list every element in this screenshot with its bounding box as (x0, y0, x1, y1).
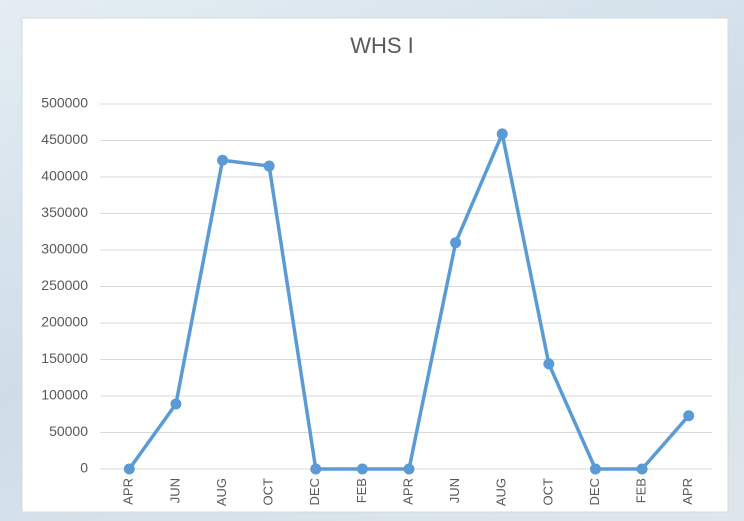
y-tick-label: 350000 (41, 204, 88, 220)
chart-area (21, 17, 729, 513)
point (217, 154, 229, 166)
y-tick-label: 300000 (41, 241, 88, 257)
x-tick-label: JUN (167, 478, 182, 503)
point (356, 463, 368, 475)
x-tick-label: AUG (214, 478, 229, 506)
y-tick-label: 400000 (41, 168, 88, 184)
point (543, 358, 555, 370)
x-tick-label: JUN (447, 478, 462, 503)
y-tick-label: 500000 (41, 95, 88, 111)
x-tick-label: OCT (540, 478, 555, 506)
x-tick-label: DEC (587, 478, 602, 505)
point (170, 398, 182, 410)
y-tick-label: 450000 (41, 131, 88, 147)
x-tick-label: OCT (261, 478, 276, 506)
x-tick-label: FEB (634, 478, 649, 503)
point (403, 463, 415, 475)
x-tick-label: APR (680, 478, 695, 505)
y-tick-label: 250000 (41, 277, 88, 293)
y-tick-label: 0 (80, 460, 88, 476)
chart-title: WHS I (350, 33, 414, 58)
x-tick-label: DEC (307, 478, 322, 505)
x-tick-label: AUG (494, 478, 509, 506)
point (589, 463, 601, 475)
point (496, 128, 508, 140)
point (636, 463, 648, 475)
x-tick-label: APR (400, 478, 415, 505)
y-tick-label: 200000 (41, 314, 88, 330)
point (683, 410, 695, 422)
x-tick-label: FEB (354, 478, 369, 503)
point (123, 463, 135, 475)
point (263, 160, 275, 172)
y-tick-label: 50000 (49, 423, 88, 439)
y-tick-label: 150000 (41, 350, 88, 366)
point (450, 237, 462, 249)
x-tick-label: APR (121, 478, 136, 505)
y-tick-label: 100000 (41, 387, 88, 403)
point (310, 463, 322, 475)
